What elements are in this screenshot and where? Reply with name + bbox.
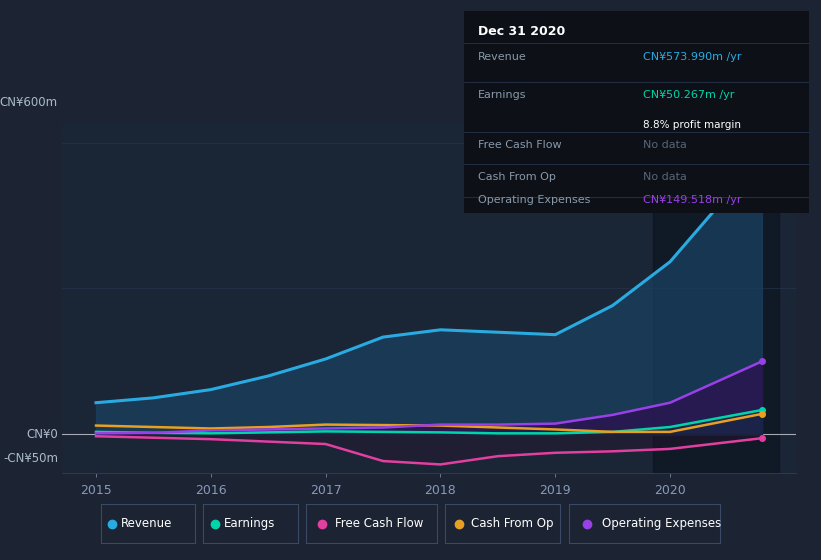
Text: Free Cash Flow: Free Cash Flow: [335, 517, 423, 530]
Text: Revenue: Revenue: [478, 52, 526, 62]
Text: Operating Expenses: Operating Expenses: [602, 517, 721, 530]
Text: No data: No data: [643, 140, 687, 150]
Text: -CN¥50m: -CN¥50m: [3, 452, 58, 465]
Text: Revenue: Revenue: [122, 517, 172, 530]
Text: Operating Expenses: Operating Expenses: [478, 195, 590, 205]
Text: Free Cash Flow: Free Cash Flow: [478, 140, 562, 150]
Text: CN¥600m: CN¥600m: [0, 96, 58, 109]
Text: No data: No data: [643, 172, 687, 183]
Text: Dec 31 2020: Dec 31 2020: [478, 25, 565, 38]
Text: Cash From Op: Cash From Op: [478, 172, 556, 183]
Text: Earnings: Earnings: [478, 90, 526, 100]
Text: CN¥50.267m /yr: CN¥50.267m /yr: [643, 90, 735, 100]
Text: 8.8% profit margin: 8.8% profit margin: [643, 120, 741, 130]
Text: CN¥573.990m /yr: CN¥573.990m /yr: [643, 52, 741, 62]
Bar: [653, 123, 779, 473]
Text: CN¥0: CN¥0: [26, 428, 58, 441]
Text: Earnings: Earnings: [224, 517, 275, 530]
Text: Cash From Op: Cash From Op: [470, 517, 553, 530]
Text: CN¥149.518m /yr: CN¥149.518m /yr: [643, 195, 741, 205]
